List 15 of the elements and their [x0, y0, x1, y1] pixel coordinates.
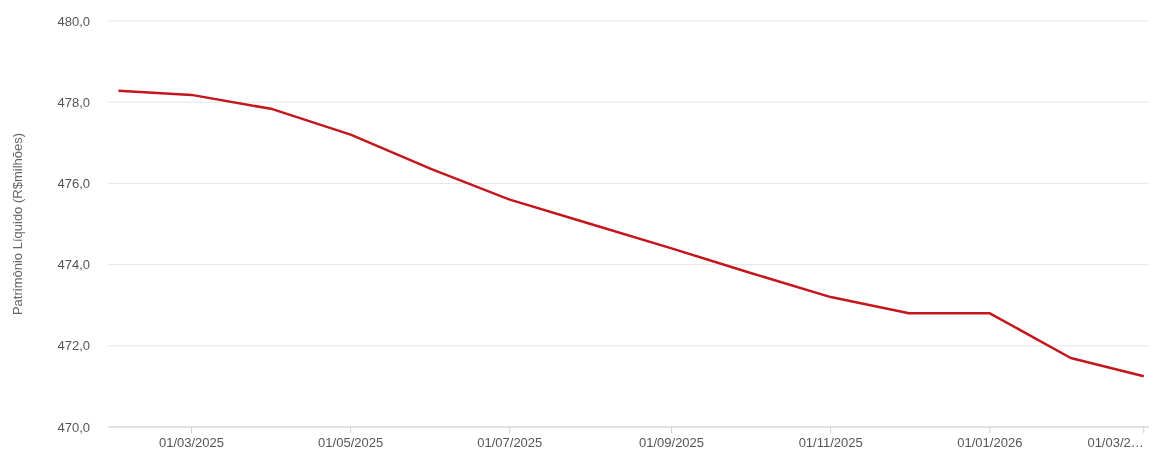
x-tick-label: 01/09/2025 [639, 435, 705, 450]
x-tick-label: 01/05/2025 [318, 435, 384, 450]
x-tick-label: 01/01/2026 [957, 435, 1023, 450]
y-axis-title: Patrimônio Líquido (R$milhões) [10, 132, 25, 316]
y-tick-label: 474,0 [57, 257, 90, 273]
y-tick-label: 472,0 [57, 338, 90, 354]
y-tick-label: 470,0 [57, 419, 90, 435]
x-tick-label: 01/03/2025 [158, 435, 225, 450]
x-tick-label: 01/11/2025 [798, 435, 863, 450]
y-tick-label: 478,0 [57, 94, 90, 110]
x-tick-label: 01/03/2… [1087, 435, 1144, 450]
y-tick-label: 480,0 [57, 13, 90, 29]
x-tick-label: 01/07/2025 [477, 435, 543, 450]
line-series [117, 89, 1146, 378]
y-tick-label: 476,0 [57, 175, 90, 191]
